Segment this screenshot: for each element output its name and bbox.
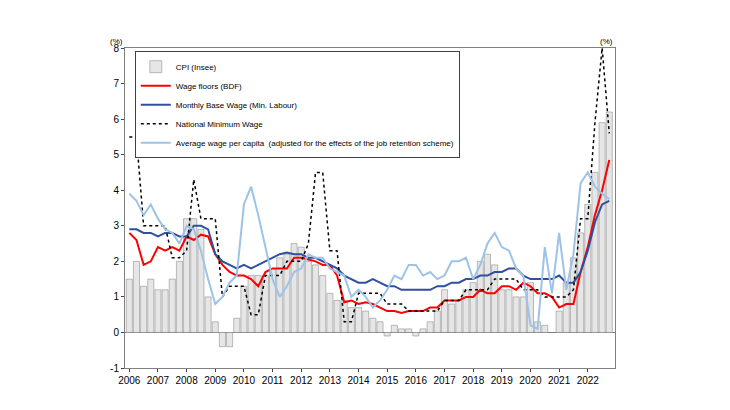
- svg-text:2006: 2006: [118, 375, 141, 386]
- svg-text:1: 1: [113, 291, 119, 302]
- svg-text:2020: 2020: [519, 375, 542, 386]
- svg-text:8: 8: [113, 43, 119, 54]
- svg-text:(%): (%): [600, 37, 613, 46]
- svg-text:2021: 2021: [548, 375, 571, 386]
- svg-text:2012: 2012: [290, 375, 313, 386]
- svg-text:2015: 2015: [376, 375, 399, 386]
- svg-text:Monthly Base Wage (Min. Labour: Monthly Base Wage (Min. Labour): [176, 101, 297, 110]
- svg-text:(%): (%): [110, 37, 123, 46]
- svg-text:2007: 2007: [147, 375, 170, 386]
- svg-text:2022: 2022: [577, 375, 600, 386]
- svg-text:2014: 2014: [347, 375, 370, 386]
- svg-text:CPI (Insee): CPI (Insee): [176, 63, 217, 72]
- svg-text:0: 0: [113, 327, 119, 338]
- svg-text:7: 7: [113, 78, 119, 89]
- svg-text:National Minimum Wage: National Minimum Wage: [176, 120, 263, 129]
- svg-text:6: 6: [113, 114, 119, 125]
- svg-text:2010: 2010: [233, 375, 256, 386]
- svg-text:5: 5: [113, 149, 119, 160]
- svg-text:2016: 2016: [405, 375, 428, 386]
- svg-text:2013: 2013: [319, 375, 342, 386]
- svg-text:-1: -1: [110, 363, 119, 374]
- svg-text:2017: 2017: [433, 375, 456, 386]
- svg-text:2011: 2011: [262, 375, 284, 386]
- svg-text:4: 4: [113, 185, 119, 196]
- svg-text:2: 2: [113, 256, 119, 267]
- svg-text:Average wage per capita (adju: Average wage per capita (adjusted for th…: [176, 139, 454, 148]
- svg-text:Wage floors (BDF): Wage floors (BDF): [176, 82, 242, 91]
- svg-text:2008: 2008: [175, 375, 198, 386]
- svg-text:2018: 2018: [462, 375, 485, 386]
- svg-text:2019: 2019: [491, 375, 514, 386]
- svg-text:2009: 2009: [204, 375, 227, 386]
- svg-text:3: 3: [113, 220, 119, 231]
